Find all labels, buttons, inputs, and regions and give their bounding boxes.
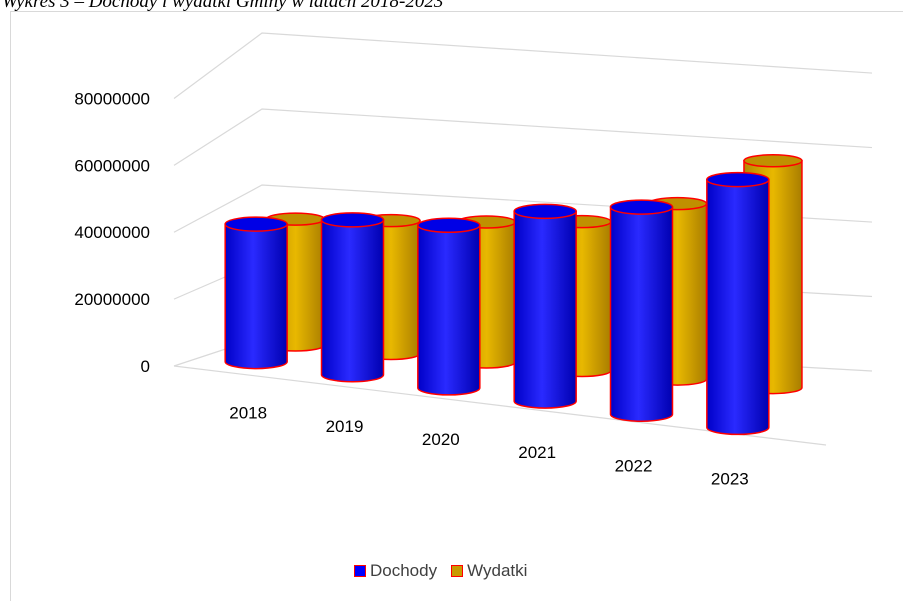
bar-dochody-2019 [320, 212, 385, 383]
figure-caption: Wykres 3 – Dochody i wydatki Gminy w lat… [2, 0, 444, 12]
bar-dochody-2022 [609, 199, 674, 422]
legend-item-wydatki: Wydatki [451, 561, 527, 581]
legend: Dochody Wydatki [354, 561, 527, 581]
y-tick-label-1: 20000000 [74, 290, 150, 309]
x-tick-label-2019: 2019 [326, 417, 364, 436]
y-tick-label-2: 40000000 [74, 223, 150, 242]
bar-dochody-2023 [706, 171, 770, 436]
bar-dochody-2018 [224, 216, 288, 370]
y-tick-label-4: 80000000 [74, 89, 150, 108]
legend-swatch-dochody [354, 565, 366, 577]
x-tick-label-2020: 2020 [422, 430, 460, 449]
legend-label-wydatki: Wydatki [467, 561, 528, 580]
x-tick-label-2021: 2021 [518, 443, 556, 462]
y-tick-label-0: 0 [141, 357, 150, 376]
x-tick-label-2022: 2022 [615, 456, 653, 475]
bar-dochody-2020 [417, 217, 481, 396]
gridline-3 [173, 108, 873, 166]
x-tick-label-2018: 2018 [229, 404, 267, 423]
legend-item-dochody: Dochody [354, 561, 437, 581]
x-tick-label-2023: 2023 [711, 469, 749, 488]
legend-label-dochody: Dochody [370, 561, 438, 580]
y-tick-label-3: 60000000 [74, 156, 150, 175]
chart-area [10, 11, 903, 601]
gridline-4 [173, 32, 873, 99]
legend-swatch-wydatki [451, 565, 464, 577]
bar-dochody-2021 [513, 203, 577, 409]
